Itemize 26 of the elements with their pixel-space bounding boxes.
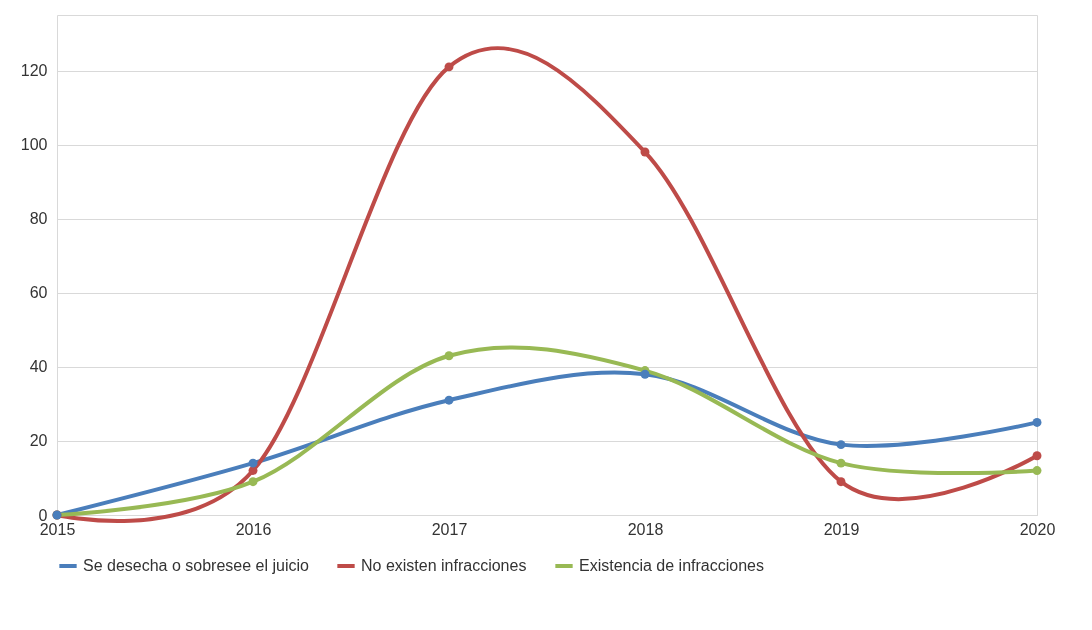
point bbox=[836, 440, 846, 450]
point bbox=[1032, 451, 1042, 461]
y-tick-label: 100 bbox=[20, 136, 48, 154]
x-tick-label: 2017 bbox=[431, 520, 468, 538]
legend-label: Se desecha o sobresee el juicio bbox=[83, 557, 310, 574]
point bbox=[248, 477, 258, 487]
y-tick-label: 80 bbox=[29, 210, 48, 228]
point bbox=[640, 147, 650, 157]
y-tick-label: 20 bbox=[29, 432, 48, 450]
point bbox=[1032, 417, 1042, 427]
point bbox=[444, 62, 454, 72]
point bbox=[836, 477, 846, 487]
point bbox=[444, 351, 454, 361]
legend-label: Existencia de infracciones bbox=[579, 557, 764, 574]
y-tick-label: 60 bbox=[29, 284, 48, 302]
x-tick-label: 2020 bbox=[1019, 520, 1056, 538]
point bbox=[836, 458, 846, 468]
legend-label: No existen infracciones bbox=[361, 557, 527, 574]
y-tick-label: 120 bbox=[20, 62, 48, 80]
point bbox=[1032, 466, 1042, 476]
x-tick-label: 2016 bbox=[235, 520, 272, 538]
x-tick-label: 2018 bbox=[627, 520, 664, 538]
y-tick-label: 40 bbox=[29, 358, 48, 376]
point bbox=[248, 458, 258, 468]
point bbox=[444, 395, 454, 405]
x-tick-label: 2019 bbox=[823, 520, 860, 538]
